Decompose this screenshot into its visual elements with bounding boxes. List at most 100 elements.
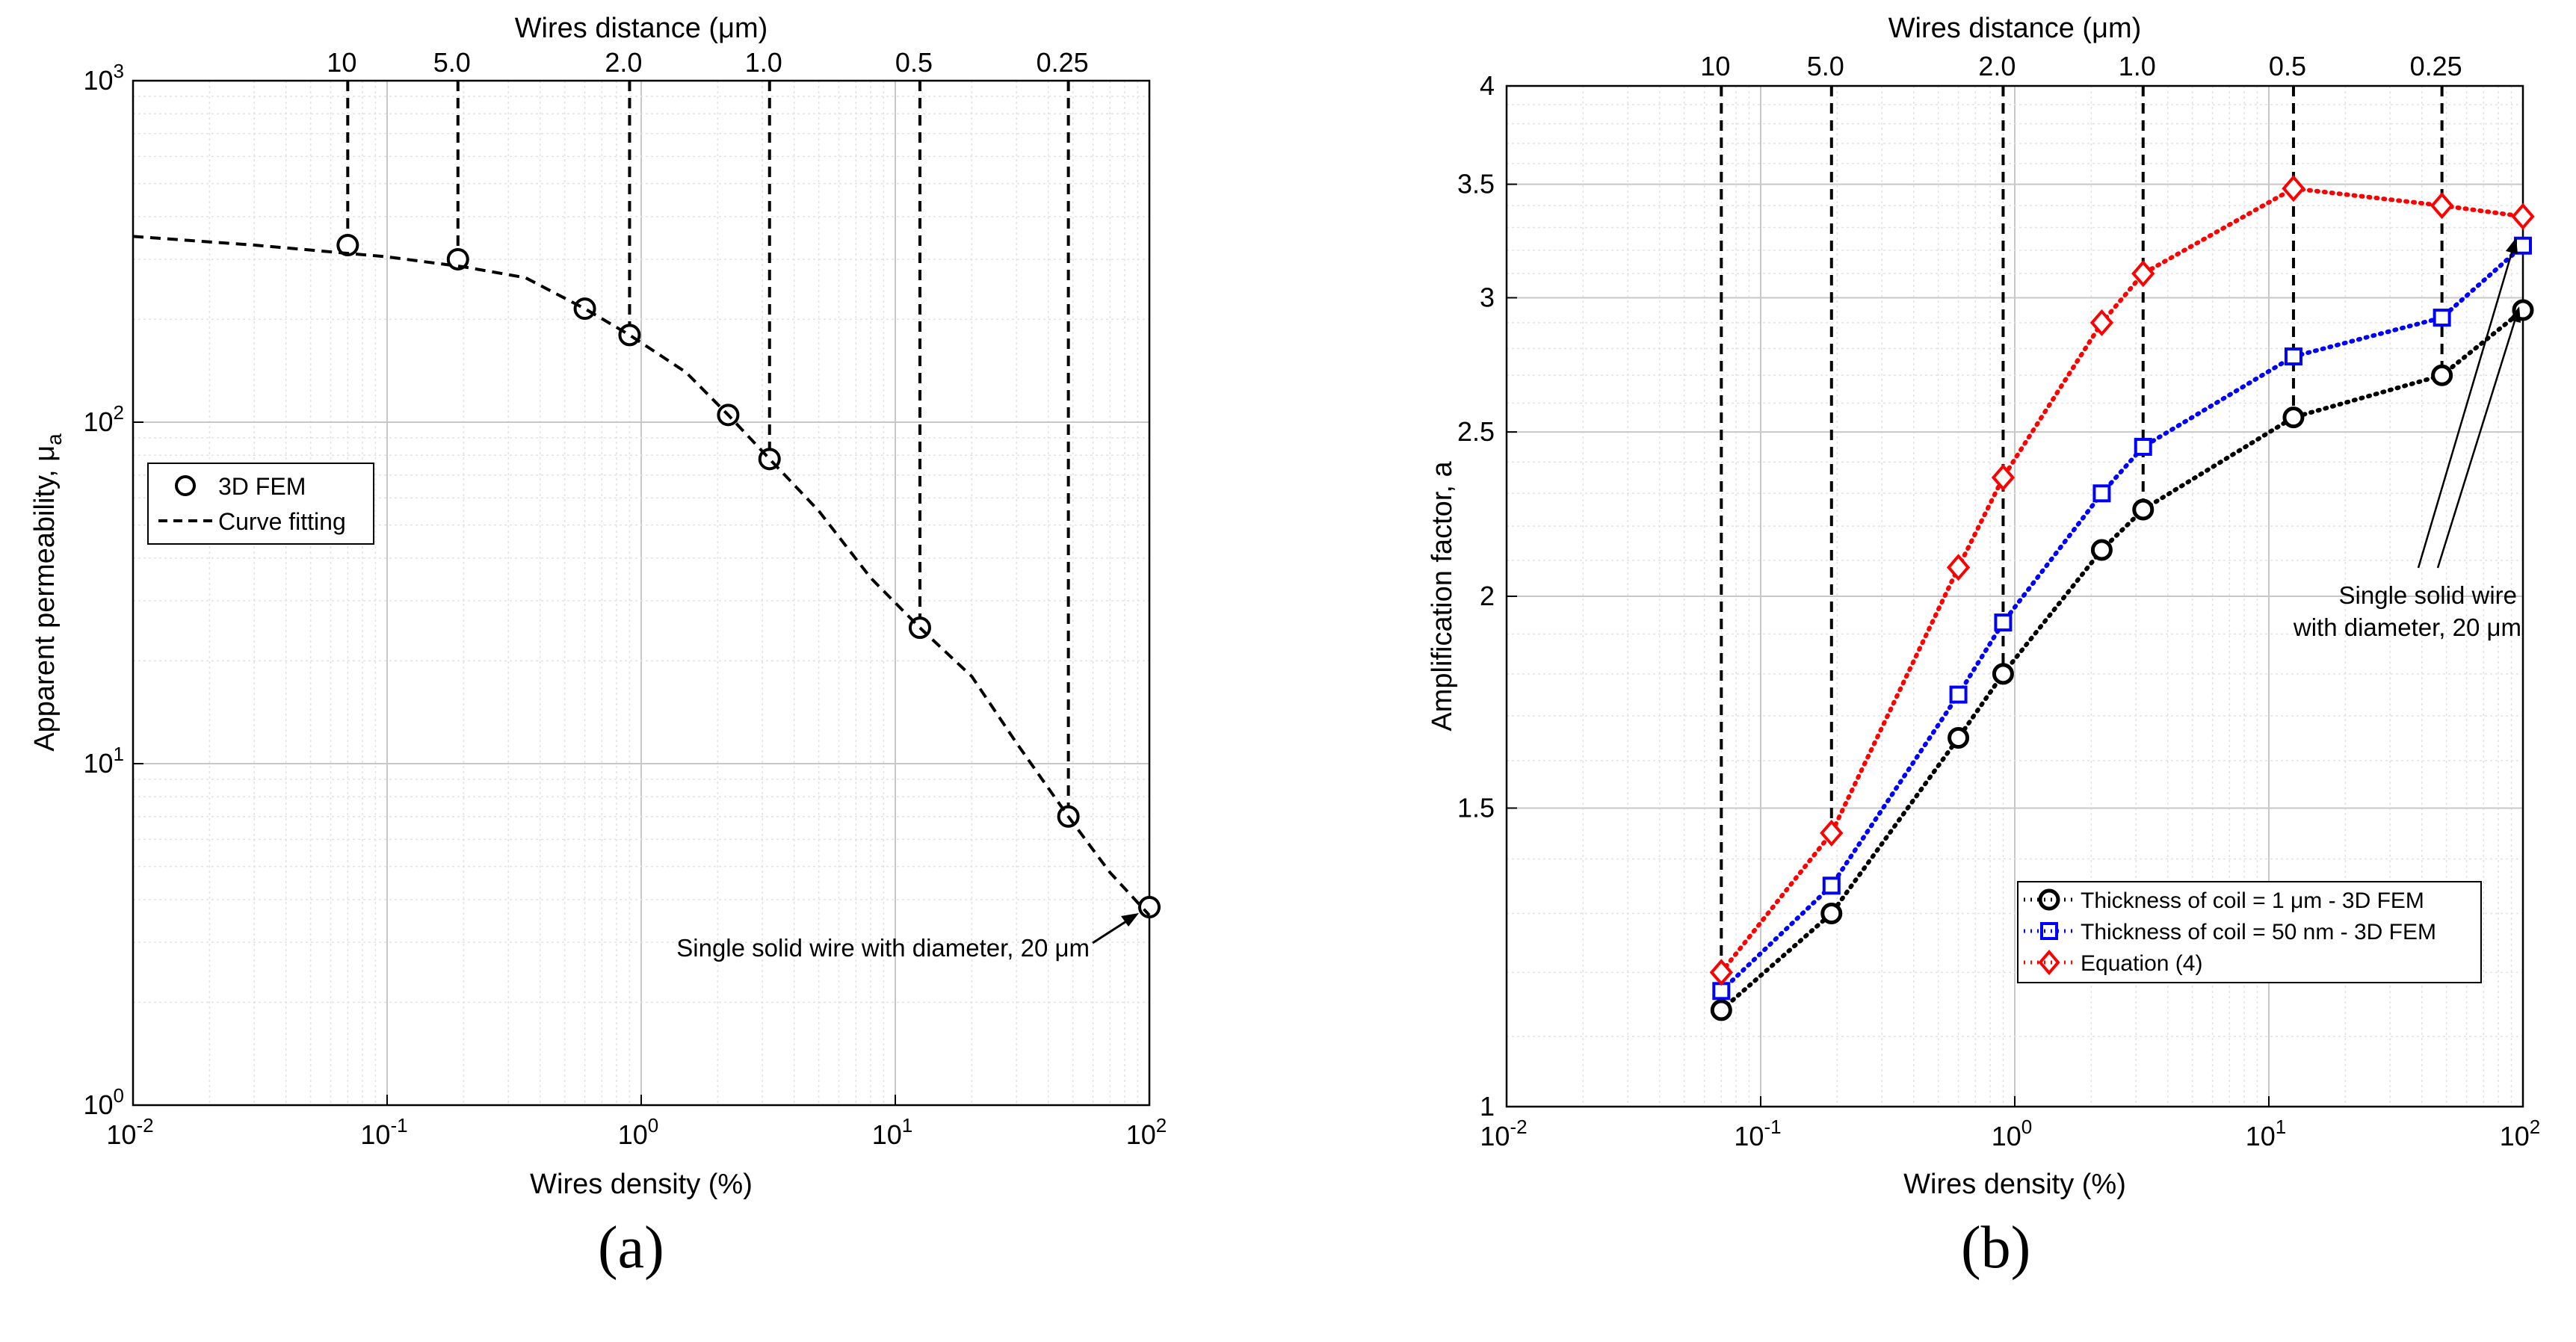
chart-b-y-tick-label: 3: [1480, 282, 1495, 312]
chart-b-x-tick-label: 10-2: [1480, 1116, 1527, 1151]
chart-a-legend-label-fem: 3D FEM: [218, 473, 306, 500]
chart-a-x-axis-label: Wires density (%): [530, 1169, 753, 1200]
chart-a-y-tick-base: 10: [83, 406, 113, 437]
chart-a-top-tick-label: 2.0: [605, 47, 642, 78]
chart-b-point-1: [1822, 876, 1841, 895]
chart-b-point-1: [2514, 236, 2532, 255]
chart-b-top-tick-label: 2.0: [1978, 51, 2016, 81]
chart-a-x-tick-label: 101: [872, 1114, 913, 1150]
chart-b-top-tick-label: 0.25: [2410, 51, 2462, 81]
chart-b-point-1: [2092, 484, 2111, 503]
chart-a-legend: 3D FEM Curve fitting: [147, 463, 374, 545]
chart-a-top-tick-label: 0.5: [895, 47, 933, 78]
chart-a-point-0: [573, 297, 596, 321]
chart-b-x-tick-base: 10: [2500, 1121, 2530, 1151]
chart-b-top-tick-label: 10: [1700, 51, 1730, 81]
chart-b-x-tick-exponent: 1: [2276, 1116, 2286, 1138]
chart-b-point-1: [2433, 309, 2451, 327]
chart-a-top-tick-label: 0.25: [1037, 47, 1089, 78]
chart-a-x-tick-exponent: -1: [390, 1114, 407, 1137]
chart-a-y-tick-label: 103: [83, 60, 124, 96]
chart-b-point-2: [1946, 554, 1971, 581]
chart-a-annotation-text: Single solid wire with diameter, 20 μm: [676, 934, 1090, 962]
chart-a-x-tick-label: 102: [1126, 1114, 1167, 1150]
chart-b-annotation-arrowhead-upper: [2506, 238, 2518, 254]
chart-b-point-1: [1949, 685, 1968, 704]
chart-b-legend-marker-eq4: [2038, 949, 2060, 976]
chart-b-point-0: [1948, 727, 1970, 749]
chart-b-point-0: [2132, 498, 2155, 521]
chart-a-point-0: [446, 247, 469, 270]
chart-a-y-axis-label-main: Apparent permeability, μ: [29, 445, 61, 752]
chart-a-top-axis-label: Wires distance (μm): [515, 13, 768, 44]
chart-a-y-tick-base: 10: [83, 748, 113, 779]
chart-b-point-0: [2431, 364, 2453, 386]
chart-b-x-tick-label: 10-1: [1734, 1116, 1781, 1151]
chart-a-y-axis-label: Apparent permeability, μa: [29, 433, 66, 752]
panel-label-a: (a): [598, 1215, 664, 1281]
chart-a-guide-lines: [346, 81, 1070, 806]
chart-b-point-2: [2282, 175, 2305, 202]
chart-a-y-tick-exponent: 3: [114, 60, 124, 82]
chart-b-top-tick-label: 1.0: [2119, 51, 2156, 81]
chart-b-y-tick-label: 1.5: [1457, 792, 1495, 823]
chart-b-x-axis-label: Wires density (%): [1903, 1169, 2126, 1200]
chart-b-point-0: [2090, 539, 2113, 561]
chart-a-x-tick-label: 100: [618, 1114, 659, 1150]
chart-b-point-1: [2284, 347, 2302, 366]
chart-b-legend-box: [2017, 881, 2482, 983]
chart-b-y-tick-label: 3.5: [1457, 169, 1495, 200]
chart-a-x-tick-exponent: 2: [1156, 1114, 1167, 1137]
chart-a-point-0: [618, 324, 641, 347]
chart-b-y-tick-label: 4: [1480, 70, 1495, 101]
chart-a-y-tick-exponent: 1: [114, 743, 124, 765]
chart-b-annotation-arrow-lower: [2436, 313, 2518, 569]
chart-a-y-tick-exponent: 2: [114, 401, 124, 424]
chart-b-y-axis-label: Amplification factor, a: [1427, 461, 1458, 732]
chart-a-x-tick-label: 10-1: [360, 1114, 407, 1150]
chart-b-top-tick-label: 0.5: [2269, 51, 2306, 81]
chart-b-x-tick-base: 10: [2246, 1121, 2276, 1151]
chart-b-point-2: [2511, 202, 2535, 230]
chart-b-annotation-line1: Single solid wire: [2339, 581, 2517, 609]
chart-b-point-2: [2131, 260, 2155, 288]
chart-b-x-tick-exponent: 0: [2021, 1116, 2032, 1138]
chart-b-x-tick-base: 10: [1734, 1121, 1764, 1151]
chart-b-point-0: [1820, 902, 1843, 924]
chart-b-legend-marker-50nm: [2040, 922, 2058, 940]
chart-a-x-tick-exponent: -2: [136, 1114, 153, 1137]
chart-a-y-tick-label: 102: [83, 401, 124, 437]
chart-a-legend-label-fit: Curve fitting: [218, 508, 346, 535]
chart-b-x-tick-base: 10: [1992, 1121, 2021, 1151]
chart-b-x-tick-exponent: -1: [1764, 1116, 1781, 1138]
chart-a-x-tick-exponent: 1: [902, 1114, 912, 1137]
chart-a-y-tick-base: 10: [83, 1089, 113, 1120]
chart-b-legend-marker-1um: [2038, 888, 2060, 911]
chart-b-point-2: [1820, 819, 1844, 847]
chart-a-x-tick-base: 10: [1126, 1119, 1156, 1150]
chart-b-point-0: [1710, 999, 1732, 1021]
chart-b-point-2: [2089, 309, 2114, 336]
chart-b-point-2: [2430, 192, 2454, 220]
chart-a-top-tick-label: 10: [327, 47, 356, 78]
chart-a-x-tick-base: 10: [872, 1119, 902, 1150]
chart-a-x-tick-base: 10: [618, 1119, 648, 1150]
chart-a-y-tick-exponent: 0: [114, 1084, 124, 1107]
chart-b-point-2: [1991, 464, 2016, 492]
chart-b-y-tick-label: 1: [1480, 1091, 1495, 1122]
chart-a-x-tick-base: 10: [360, 1119, 390, 1150]
chart-b-x-tick-base: 10: [1480, 1121, 1510, 1151]
chart-a-annotation: Single solid wire with diameter, 20 μm: [676, 913, 1139, 962]
chart-a-y-tick-label: 100: [83, 1084, 124, 1120]
chart-b-legend-label-eq4: Equation (4): [2081, 951, 2202, 976]
chart-b-x-tick-exponent: -2: [1510, 1116, 1527, 1138]
chart-b-point-2: [1709, 959, 1733, 986]
chart-b-legend-label-1um: Thickness of coil = 1 μm - 3D FEM: [2081, 888, 2424, 913]
chart-b-annotation: Single solid wire with diameter, 20 μm: [2293, 238, 2521, 641]
chart-a-x-tick-exponent: 0: [648, 1114, 658, 1137]
chart-b-point-1: [2134, 438, 2152, 457]
